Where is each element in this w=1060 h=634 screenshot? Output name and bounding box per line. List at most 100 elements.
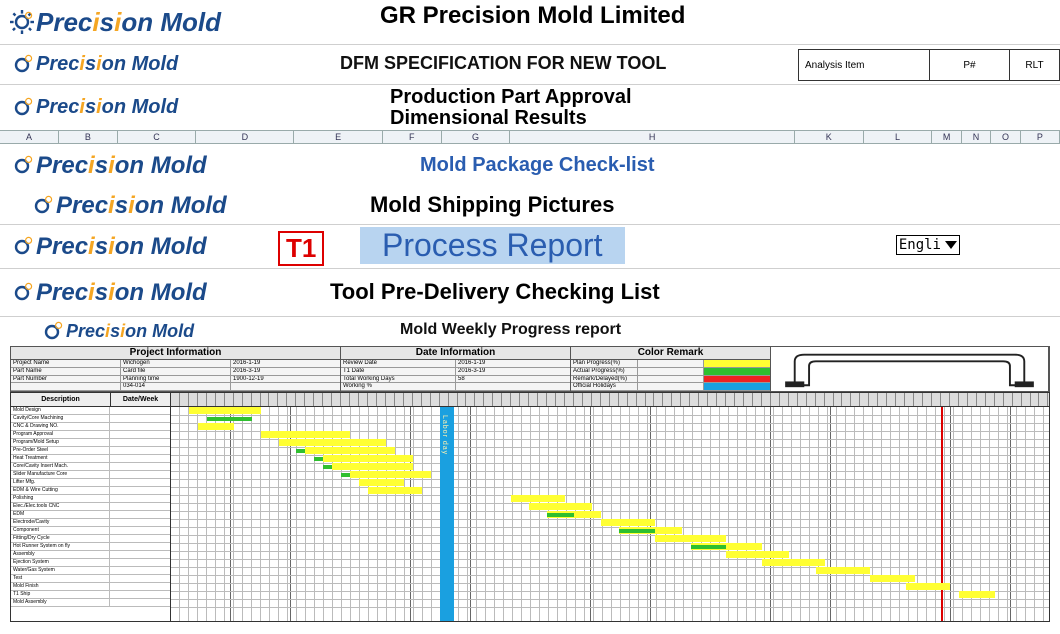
gear-icon (40, 320, 64, 344)
info-cell (638, 376, 705, 384)
header-row-process-report: Precision Mold T1 Process Report Engli (0, 224, 1060, 268)
header-row-weekly-progress: Precision Mold Mold Weekly Progress repo… (0, 316, 1060, 346)
gantt-bar-plan (906, 583, 951, 590)
info-cell: 1900-12-19 (231, 376, 340, 384)
gear-icon (10, 96, 34, 120)
gear-icon (10, 281, 34, 305)
task-label: CNC & Drawing NO. (11, 423, 110, 430)
language-select[interactable]: Engli (896, 235, 960, 255)
task-date (110, 407, 170, 414)
part-image-group (771, 347, 1049, 391)
task-date (110, 543, 170, 550)
task-label: Elec./Elec.tools CNC (11, 503, 110, 510)
group-header: Date Information (341, 347, 570, 360)
info-cell (231, 383, 340, 391)
color-remark-group: Color Remark Plan Progress(%)Actual Prog… (571, 347, 771, 391)
brand-logo: Precision Mold (0, 279, 207, 307)
task-date (110, 471, 170, 478)
gantt-row: Electrode/Cavity (11, 519, 170, 527)
gantt-row: Mold Assembly (11, 599, 170, 607)
task-date (110, 575, 170, 582)
info-cell: Part Name (11, 368, 121, 376)
predelivery-title: Tool Pre-Delivery Checking List (330, 279, 660, 305)
gantt-bar-plan (959, 591, 995, 598)
gantt-row: EDM (11, 511, 170, 519)
task-label: Fitting/Dry Cycle (11, 535, 110, 542)
info-cell: 2016-3-19 (456, 368, 570, 376)
task-label: EDM & Wire Cutting (11, 487, 110, 494)
task-label: EDM (11, 511, 110, 518)
info-cell: Plan Progress(%) (571, 360, 638, 368)
gantt-bar-plan (870, 575, 915, 582)
color-swatch (704, 368, 770, 376)
task-label: Hot Runner System on fly (11, 543, 110, 550)
task-label: Heat Treatment (11, 455, 110, 462)
gantt-bar-actual (547, 513, 574, 517)
header-row-shipping-pics: Precision Mold Mold Shipping Pictures (0, 188, 1060, 224)
info-cell: Actual Progress(%) (571, 368, 638, 376)
task-label: T1 Ship (11, 591, 110, 598)
task-date (110, 415, 170, 422)
task-date (110, 431, 170, 438)
brand-text: Precision Mold (36, 279, 207, 307)
brand-text: Precision Mold (36, 96, 178, 119)
gantt-bar-plan (332, 463, 413, 470)
info-cell: T1 Date (341, 368, 456, 376)
task-date (110, 447, 170, 454)
col-G: G (442, 131, 511, 143)
task-date (110, 423, 170, 430)
gantt-bar-plan (359, 479, 404, 486)
col-F: F (383, 131, 442, 143)
gear-icon (30, 194, 54, 218)
info-cell: Card file (121, 368, 231, 376)
info-cell (456, 383, 570, 391)
task-date (110, 495, 170, 502)
task-label: Polishing (11, 495, 110, 502)
task-label: Mold Assembly (11, 599, 110, 606)
gear-icon (10, 53, 34, 77)
task-date (110, 567, 170, 574)
gantt-header-days (171, 393, 1049, 406)
col-D: D (196, 131, 294, 143)
date-information-group: Date Information Review Date2016-1-19T1 … (341, 347, 571, 391)
ppap-title-line1: Production Part Approval (390, 86, 632, 108)
gantt-grid: Labor day (171, 407, 1049, 621)
gantt-bar-actual (619, 529, 655, 533)
task-date (110, 479, 170, 486)
project-info-bar: Project Information Project NameWichogen… (10, 346, 1050, 392)
gantt-bar-plan (655, 535, 727, 542)
cell-p-number: P# (929, 50, 1009, 80)
gantt-row: Core/Cavity Insert Mach. (11, 463, 170, 471)
info-cell: Official Holidays (571, 383, 638, 391)
col-E: E (294, 131, 382, 143)
col-N: N (962, 131, 991, 143)
process-report-title: Process Report (360, 227, 625, 264)
gantt-row: Program Approval (11, 431, 170, 439)
task-label: Electrode/Cavity (11, 519, 110, 526)
dfm-title: DFM SPECIFICATION FOR NEW TOOL (340, 53, 666, 74)
color-swatch (704, 376, 770, 384)
gantt-task-list: Mold DesignCavity/Core MachiningCNC & Dr… (11, 407, 171, 621)
task-date (110, 583, 170, 590)
analysis-header-cells: Analysis Item P# RLT (798, 49, 1060, 81)
info-cell: Part Number (11, 376, 121, 384)
gantt-bar-plan (323, 455, 413, 462)
task-date (110, 503, 170, 510)
info-cell: 2016-1-19 (231, 360, 340, 368)
group-header: Project Information (11, 347, 340, 360)
info-cell (11, 383, 121, 391)
holiday-label: Labor day (441, 415, 448, 455)
col-O: O (991, 131, 1020, 143)
info-cell: Working % (341, 383, 456, 391)
task-label: Cavity/Core Machining (11, 415, 110, 422)
task-label: Mold Finish (11, 583, 110, 590)
task-label: Ejection System (11, 559, 110, 566)
info-cell: Review Date (341, 360, 456, 368)
col-A: A (0, 131, 59, 143)
brand-logo: Precision Mold (0, 233, 207, 261)
package-checklist-title: Mold Package Check-list (420, 154, 655, 177)
gantt-row: T1 Ship (11, 591, 170, 599)
task-date (110, 599, 170, 606)
task-label: Lifter Mfg. (11, 479, 110, 486)
brand-text: Precision Mold (36, 233, 207, 261)
